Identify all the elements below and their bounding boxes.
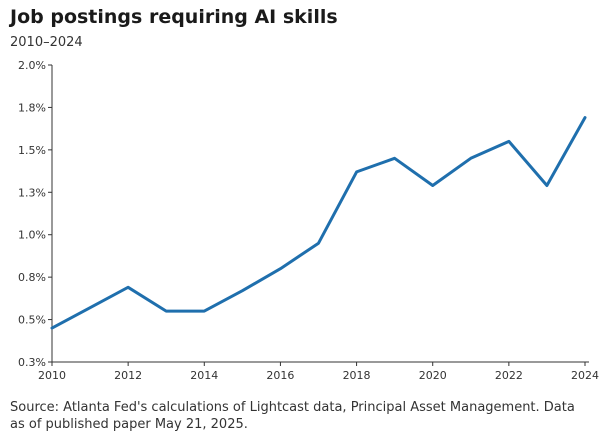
y-tick-label: 1.5% xyxy=(18,144,46,157)
source-note: Source: Atlanta Fed's calculations of Li… xyxy=(10,400,575,432)
y-tick-label: 0.8% xyxy=(18,271,46,284)
x-axis-ticks: 2010 2012 2014 2016 2018 2020 2022 2024 xyxy=(38,362,599,382)
x-tick-label: 2020 xyxy=(419,369,447,382)
x-tick-label: 2016 xyxy=(266,369,294,382)
series-line xyxy=(50,116,587,330)
y-tick-label: 1.0% xyxy=(18,229,46,242)
chart-subtitle: 2010–2024 xyxy=(10,35,83,50)
x-tick-label: 2014 xyxy=(190,369,218,382)
y-tick-label: 2.0% xyxy=(18,59,46,72)
y-tick-label: 0.5% xyxy=(18,314,46,327)
x-tick-label: 2024 xyxy=(571,369,599,382)
chart-title: Job postings requiring AI skills xyxy=(10,6,338,28)
y-axis-ticks: 0.3% 0.5% 0.8% 1.0% 1.3% 1.5% 1.8% 2.0% xyxy=(18,59,52,369)
x-tick-label: 2022 xyxy=(495,369,523,382)
chart-axes xyxy=(51,65,589,363)
chart-series xyxy=(50,116,587,330)
x-tick-label: 2010 xyxy=(38,369,66,382)
y-tick-label: 1.3% xyxy=(18,186,46,199)
y-tick-label: 1.8% xyxy=(18,101,46,114)
y-tick-label: 0.3% xyxy=(18,356,46,369)
x-tick-label: 2018 xyxy=(343,369,371,382)
x-tick-label: 2012 xyxy=(114,369,142,382)
